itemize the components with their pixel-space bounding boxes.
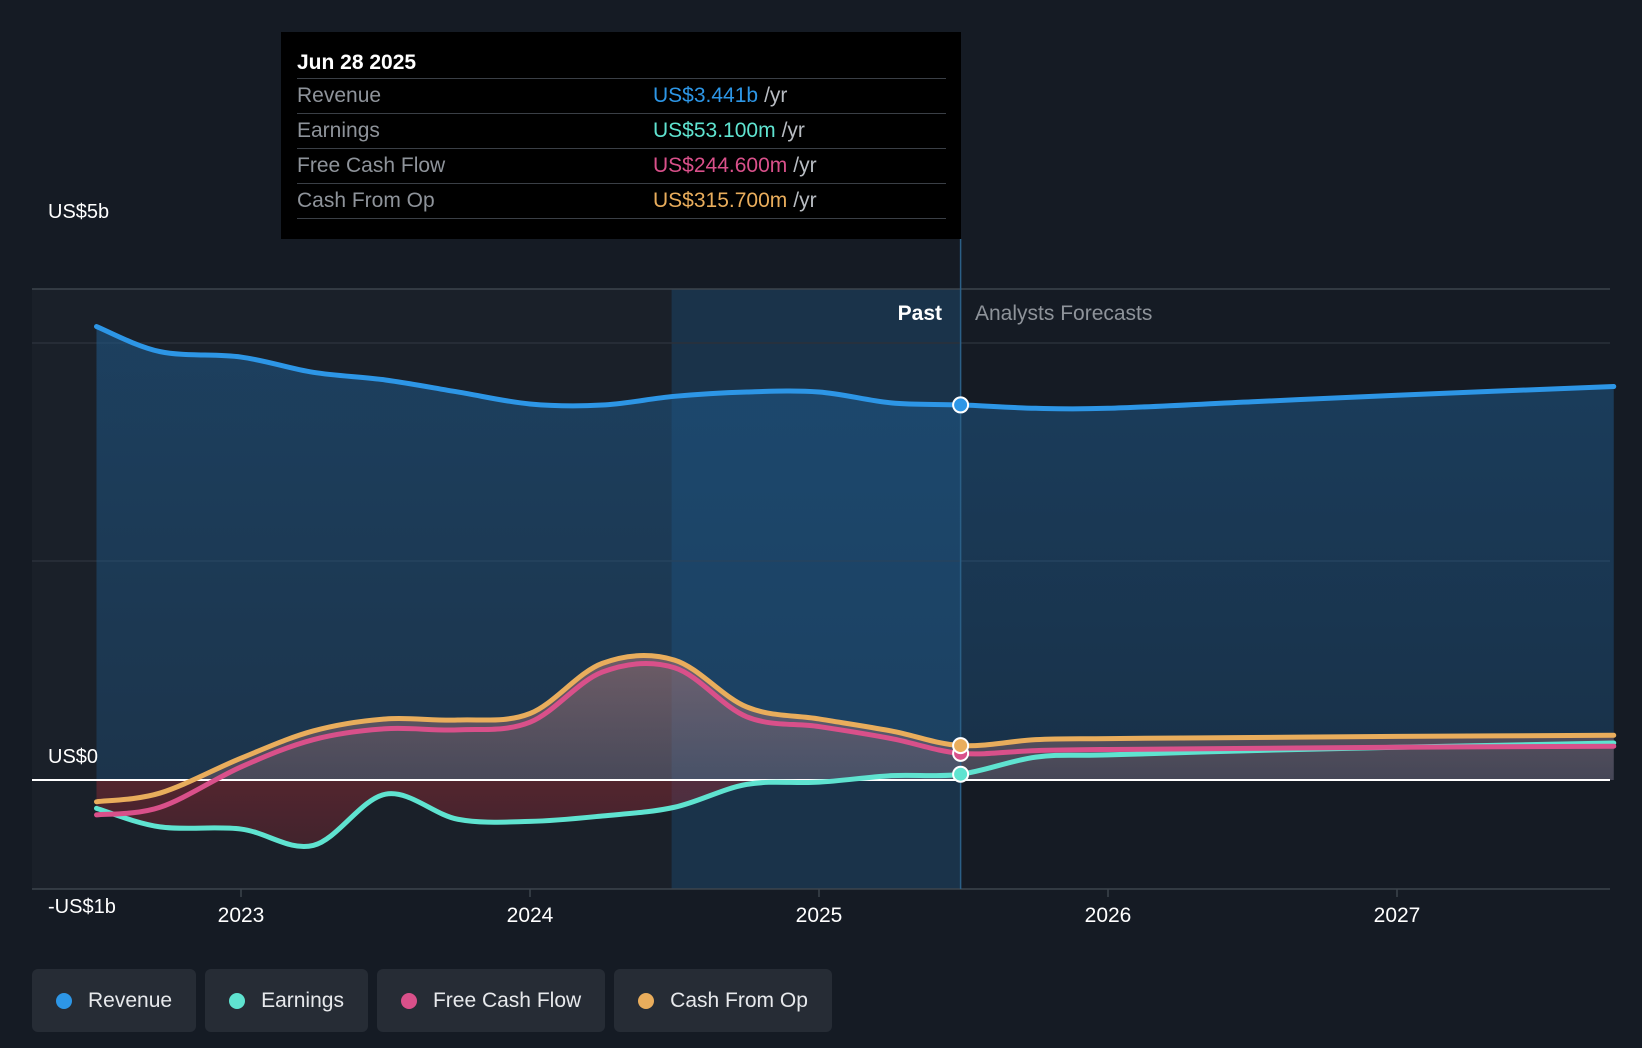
x-tick-label: 2023 <box>218 904 265 927</box>
revenue-marker <box>952 396 970 414</box>
tooltip-value: US$53.100m <box>653 119 776 142</box>
y-tick-label: US$5b <box>48 201 109 223</box>
tooltip-unit: /yr <box>764 84 788 107</box>
tooltip: Jun 28 2025 Revenue US$3.441b /yr Earnin… <box>281 32 961 239</box>
y-axis: US$5b US$0 -US$1b <box>48 201 116 918</box>
x-tick-label: 2025 <box>796 904 843 927</box>
legend-label: Earnings <box>261 988 344 1012</box>
y-tick-label: US$0 <box>48 746 98 768</box>
legend-label: Cash From Op <box>670 988 808 1012</box>
tooltip-unit: /yr <box>781 119 805 142</box>
x-axis: 2023 2024 2025 2026 2027 <box>218 889 1421 927</box>
series-lines <box>94 324 1617 849</box>
series-areas <box>96 326 1614 847</box>
x-tick-label: 2027 <box>1374 904 1421 927</box>
legend-item-cash-from-op[interactable]: Cash From Op <box>614 969 832 1032</box>
tooltip-markers <box>952 396 970 783</box>
tooltip-label: Free Cash Flow <box>297 154 446 177</box>
legend-item-free-cash-flow[interactable]: Free Cash Flow <box>376 969 606 1032</box>
revenue-line <box>94 324 1617 412</box>
free-cash-flow-dot-icon <box>400 992 417 1009</box>
x-tick-label: 2026 <box>1085 904 1132 927</box>
past-label: Past <box>898 302 942 325</box>
negative-earnings-area <box>96 780 1614 847</box>
legend-label: Free Cash Flow <box>432 988 582 1012</box>
legend: Revenue Earnings Free Cash Flow Cash Fro… <box>32 969 832 1032</box>
cash-from-op-line <box>94 653 1617 805</box>
tooltip-date: Jun 28 2025 <box>297 51 417 74</box>
tooltip-unit: /yr <box>793 154 817 177</box>
tooltip-row-earnings: Earnings US$53.100m /yr <box>297 113 946 148</box>
tooltip-value: US$315.700m <box>653 189 788 212</box>
earnings-dot-icon <box>229 992 246 1009</box>
cash-from-op-dot-icon <box>638 992 655 1009</box>
revenue-area <box>96 326 1614 780</box>
tooltip-row-revenue: Revenue US$3.441b /yr <box>297 78 946 113</box>
legend-label: Revenue <box>88 988 173 1012</box>
cash-from-op-marker <box>952 737 970 755</box>
x-tick-label: 2024 <box>507 904 554 927</box>
earnings-marker <box>952 765 970 783</box>
tooltip-unit: /yr <box>793 189 817 212</box>
tooltip-label: Cash From Op <box>297 189 435 212</box>
legend-item-revenue[interactable]: Revenue <box>32 969 197 1032</box>
legend-item-earnings[interactable]: Earnings <box>205 969 368 1032</box>
tooltip-label: Earnings <box>297 119 380 142</box>
revenue-dot-icon <box>56 992 72 1009</box>
free-cash-flow-line <box>94 660 1617 818</box>
y-tick-label: -US$1b <box>48 896 116 918</box>
tooltip-value: US$244.600m <box>653 154 788 177</box>
forecast-label: Analysts Forecasts <box>975 302 1152 325</box>
tooltip-value: US$3.441b <box>653 84 759 107</box>
tooltip-row-free-cash-flow: Free Cash Flow US$244.600m /yr <box>297 148 946 183</box>
tooltip-label: Revenue <box>297 84 382 107</box>
tooltip-row-cash-from-op: Cash From Op US$315.700m /yr <box>297 183 946 219</box>
